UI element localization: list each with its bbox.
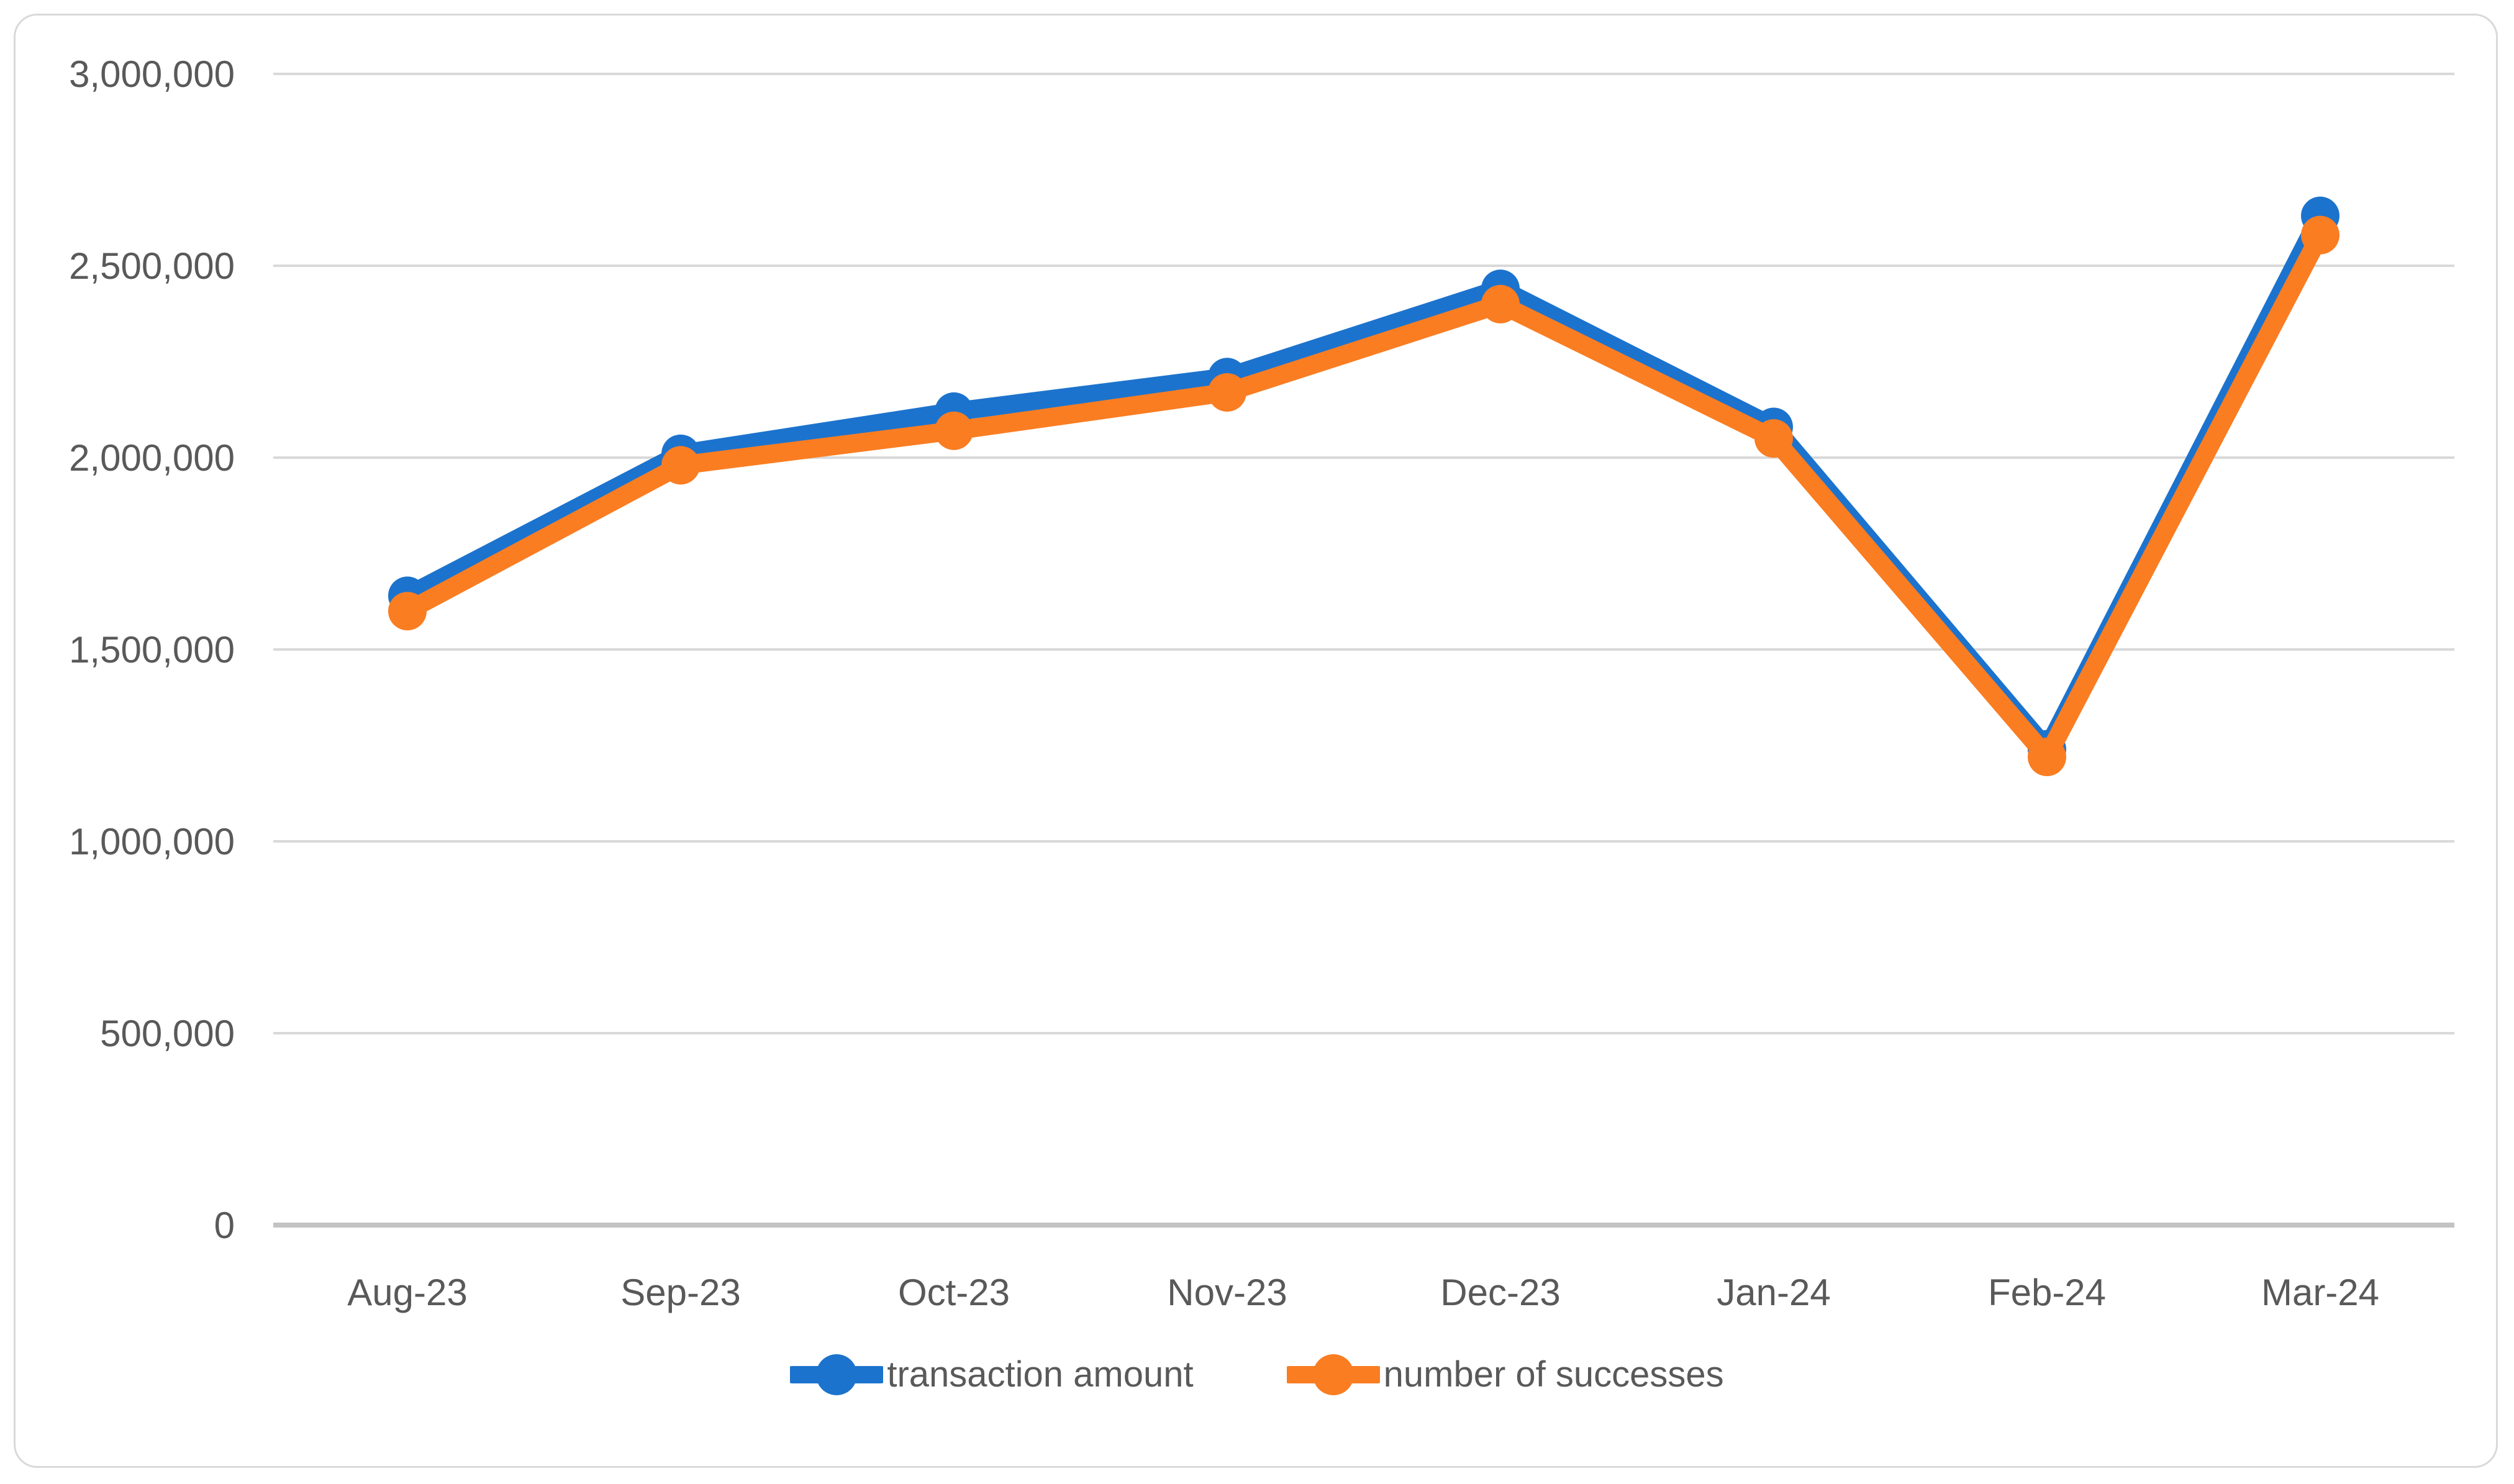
y-axis-tick-label: 2,000,000 [69,437,235,479]
x-axis-tick-label: Mar-24 [2261,1272,2379,1313]
series-line-0 [398,206,2330,759]
data-point-marker [661,446,700,485]
x-axis-tick-label: Nov-23 [1167,1272,1287,1313]
data-point-marker [1481,284,1520,323]
x-axis-tick-label: Oct-23 [898,1272,1010,1313]
chart-legend: transaction amount number of successes [0,1352,2514,1397]
legend-line-marker-icon [1286,1354,1380,1395]
x-axis-tick-label: Jan-24 [1717,1272,1830,1313]
legend-label: number of successes [1383,1354,1724,1395]
data-point-marker [2301,215,2339,255]
x-axis-tick-label: Sep-23 [620,1272,740,1313]
x-axis-tick-label: Dec-23 [1440,1272,1560,1313]
legend-item-number-of-successes: number of successes [1286,1352,1724,1397]
data-point-marker [1208,373,1246,412]
x-axis-tick-label: Feb-24 [1988,1272,2106,1313]
data-point-marker [2028,738,2066,777]
y-axis-tick-label: 1,500,000 [69,629,235,671]
y-axis-tick-label: 3,000,000 [69,53,235,95]
y-axis-tick-label: 0 [214,1205,235,1246]
legend-line-marker-icon [790,1354,884,1395]
y-axis-tick-label: 1,000,000 [69,821,235,862]
data-point-marker [935,411,973,450]
y-axis-tick-label: 500,000 [100,1013,235,1054]
data-point-marker [1754,419,1793,458]
x-axis-tick-label: Aug-23 [347,1272,467,1313]
series-line-1 [398,225,2330,767]
legend-item-transaction-amount: transaction amount [790,1352,1194,1397]
data-point-marker [388,592,427,631]
y-axis-tick-label: 2,500,000 [69,245,235,287]
legend-label: transaction amount [887,1354,1194,1395]
